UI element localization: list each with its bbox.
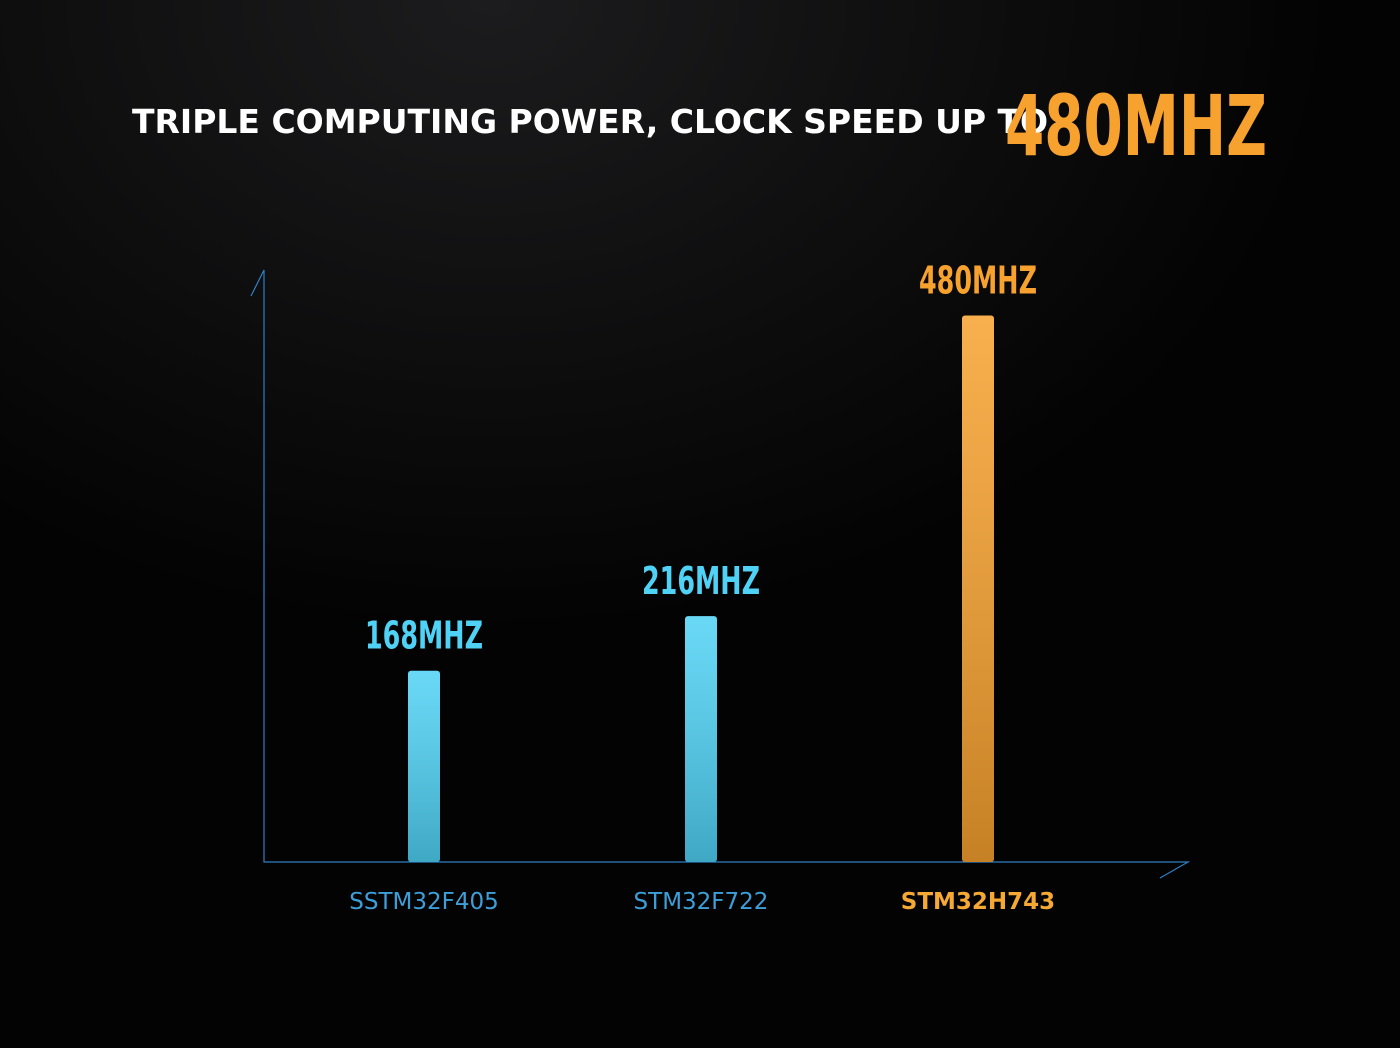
axes	[250, 269, 1191, 879]
axis-line	[250, 269, 1191, 879]
value-label: 216MHZ	[642, 559, 760, 603]
value-label: 168MHZ	[365, 614, 483, 658]
bar-shade	[685, 616, 717, 862]
title-highlight: 480MHZ	[1005, 77, 1267, 175]
x-tick-label: STM32F722	[634, 889, 769, 915]
value-label: 480MHZ	[919, 259, 1037, 303]
x-tick-label: STM32H743	[901, 889, 1055, 915]
x-tick-label: SSTM32F405	[349, 889, 499, 915]
chart-title: TRIPLE COMPUTING POWER, CLOCK SPEED UP T…	[132, 102, 1048, 141]
bar-shade	[962, 315, 994, 862]
bar-shade	[408, 670, 440, 862]
